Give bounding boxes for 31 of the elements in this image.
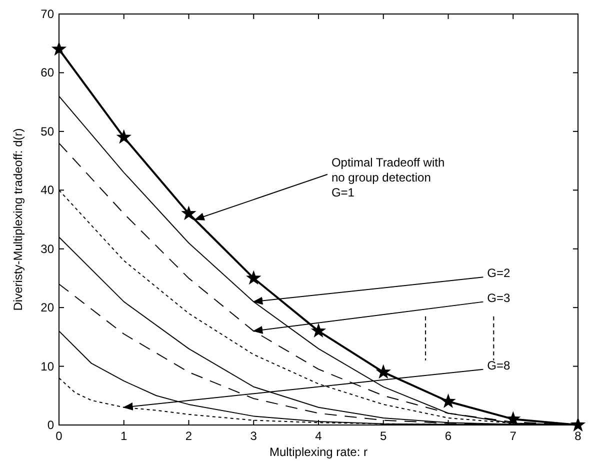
point [570, 417, 586, 432]
y-tick-label: 70 [40, 7, 54, 21]
annotation: G=3 [487, 290, 511, 305]
y-tick-label: 0 [47, 418, 54, 432]
annotation: G=2 [487, 266, 511, 280]
point [246, 270, 262, 285]
x-tick-label: 6 [444, 429, 452, 443]
y-tick-label: 40 [40, 183, 54, 198]
point [181, 206, 196, 220]
x-tick-label: 4 [315, 429, 322, 443]
point [310, 323, 326, 338]
annotation: G=8 [487, 358, 511, 372]
x-tick-label: 1 [120, 429, 128, 443]
x-tick-label: 7 [510, 429, 517, 443]
y-tick-label: 50 [40, 124, 54, 138]
annotation: Optimal Tradeoff with no group detection G=1 [331, 155, 445, 200]
point [116, 129, 132, 144]
y-axis-title: Diveristy-Multiplexing tradeoff: d(r) [11, 128, 25, 311]
point [440, 394, 456, 408]
y-tick-label: 60 [40, 66, 54, 80]
point [51, 41, 67, 56]
y-tick-label: 20 [40, 300, 54, 315]
y-tick-label: 10 [40, 359, 54, 374]
x-axis-title: Multiplexing rate: r [269, 445, 368, 459]
x-tick-label: 5 [380, 429, 388, 443]
point [376, 364, 391, 379]
x-tick-label: 0 [56, 429, 63, 443]
x-tick-label: 8 [574, 429, 582, 443]
x-tick-label: 3 [250, 429, 258, 443]
y-tick-label: 30 [40, 242, 54, 256]
x-tick-label: 2 [185, 429, 192, 443]
